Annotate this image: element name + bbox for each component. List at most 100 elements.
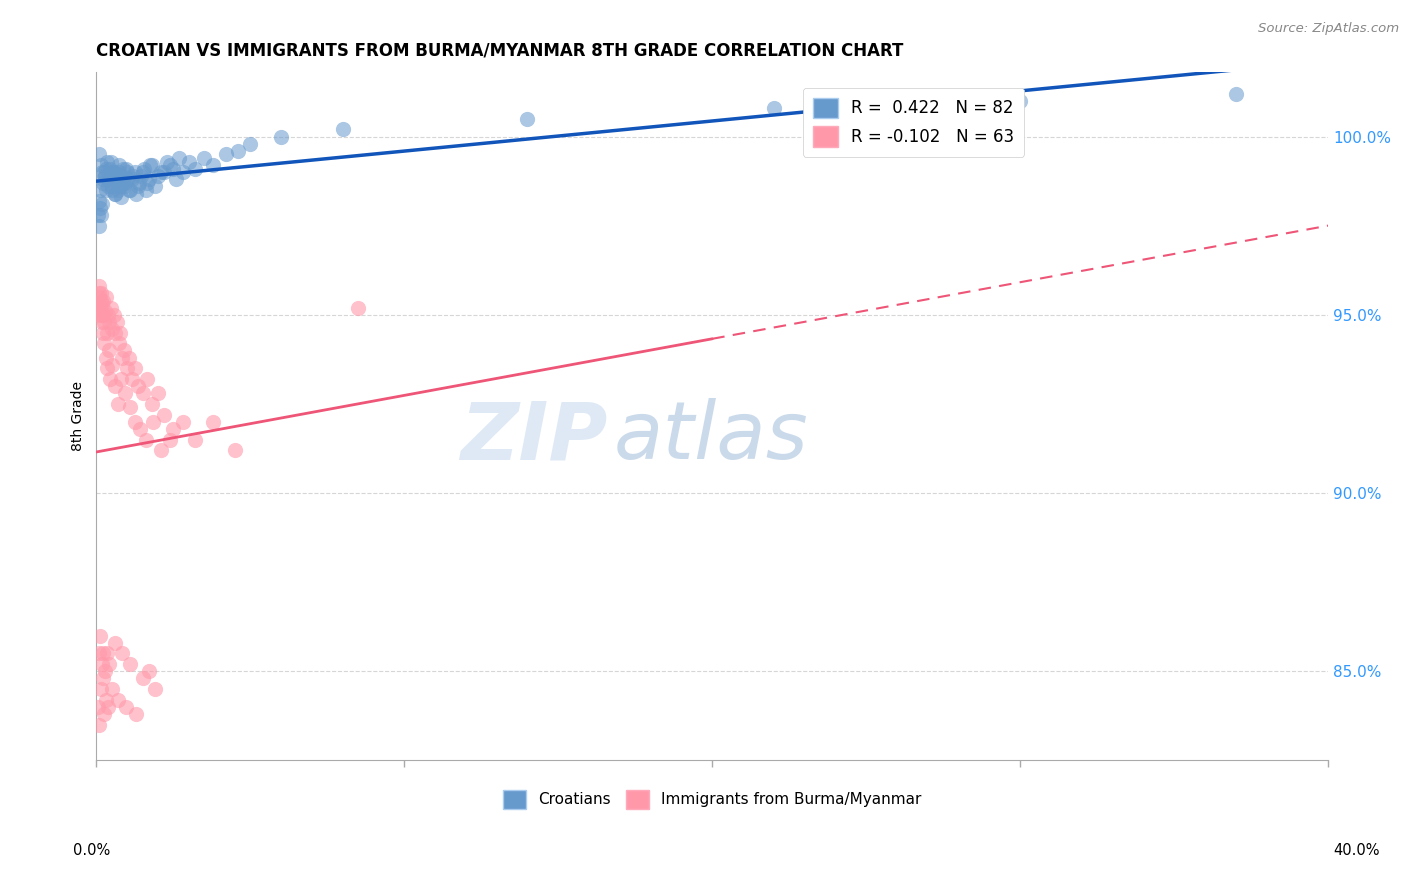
- Point: [516, 112, 538, 126]
- Point: [93, 336, 115, 351]
- Text: 40.0%: 40.0%: [1333, 843, 1381, 858]
- Point: [121, 172, 143, 186]
- Text: ZIP: ZIP: [460, 398, 607, 476]
- Point: [172, 415, 194, 429]
- Point: [124, 361, 146, 376]
- Point: [94, 183, 117, 197]
- Text: CROATIAN VS IMMIGRANTS FROM BURMA/MYANMAR 8TH GRADE CORRELATION CHART: CROATIAN VS IMMIGRANTS FROM BURMA/MYANMA…: [97, 42, 904, 60]
- Point: [89, 308, 111, 322]
- Point: [94, 290, 117, 304]
- Point: [239, 136, 262, 151]
- Point: [118, 183, 141, 197]
- Point: [159, 158, 181, 172]
- Point: [87, 297, 110, 311]
- Point: [127, 179, 149, 194]
- Point: [139, 158, 162, 172]
- Point: [172, 165, 194, 179]
- Point: [112, 161, 135, 176]
- Point: [90, 286, 112, 301]
- Point: [112, 179, 135, 194]
- Point: [98, 315, 121, 329]
- Text: 0.0%: 0.0%: [73, 843, 110, 858]
- Point: [114, 161, 136, 176]
- Point: [124, 415, 146, 429]
- Text: atlas: atlas: [613, 398, 808, 476]
- Point: [107, 158, 129, 172]
- Point: [165, 172, 187, 186]
- Point: [89, 279, 111, 293]
- Point: [93, 165, 115, 179]
- Point: [118, 351, 141, 365]
- Point: [90, 208, 112, 222]
- Point: [97, 343, 120, 358]
- Y-axis label: 8th Grade: 8th Grade: [72, 382, 86, 451]
- Point: [94, 693, 117, 707]
- Point: [150, 165, 173, 179]
- Point: [153, 408, 176, 422]
- Point: [89, 717, 111, 731]
- Point: [104, 186, 127, 201]
- Point: [98, 657, 121, 672]
- Point: [104, 379, 127, 393]
- Point: [110, 351, 132, 365]
- Point: [96, 161, 118, 176]
- Point: [89, 183, 111, 197]
- Point: [87, 647, 110, 661]
- Point: [87, 290, 110, 304]
- Point: [332, 122, 354, 136]
- Point: [100, 179, 122, 194]
- Point: [114, 386, 136, 401]
- Point: [104, 186, 127, 201]
- Point: [141, 158, 163, 172]
- Point: [129, 169, 152, 183]
- Point: [177, 154, 200, 169]
- Point: [90, 682, 112, 697]
- Point: [110, 647, 132, 661]
- Point: [215, 147, 238, 161]
- Point: [87, 194, 110, 208]
- Point: [91, 172, 114, 186]
- Point: [110, 372, 132, 386]
- Point: [112, 343, 135, 358]
- Point: [87, 286, 110, 301]
- Point: [104, 326, 127, 340]
- Point: [100, 301, 122, 315]
- Point: [89, 308, 111, 322]
- Point: [121, 372, 143, 386]
- Point: [96, 326, 118, 340]
- Point: [153, 165, 176, 179]
- Point: [93, 315, 115, 329]
- Point: [90, 657, 112, 672]
- Point: [135, 183, 157, 197]
- Point: [1010, 94, 1032, 108]
- Point: [110, 326, 132, 340]
- Point: [105, 172, 128, 186]
- Point: [115, 172, 138, 186]
- Point: [131, 672, 153, 686]
- Point: [91, 326, 114, 340]
- Point: [120, 183, 142, 197]
- Point: [120, 657, 142, 672]
- Point: [138, 172, 160, 186]
- Point: [224, 443, 246, 458]
- Point: [136, 176, 159, 190]
- Point: [111, 176, 134, 190]
- Point: [87, 208, 110, 222]
- Point: [91, 176, 114, 190]
- Point: [103, 165, 125, 179]
- Point: [270, 129, 292, 144]
- Point: [193, 151, 215, 165]
- Point: [96, 361, 118, 376]
- Point: [93, 706, 115, 721]
- Point: [141, 397, 163, 411]
- Point: [104, 636, 127, 650]
- Point: [97, 172, 120, 186]
- Point: [110, 190, 132, 204]
- Point: [91, 197, 114, 211]
- Point: [96, 647, 118, 661]
- Point: [125, 186, 148, 201]
- Point: [125, 706, 148, 721]
- Point: [89, 201, 111, 215]
- Point: [97, 179, 120, 194]
- Point: [98, 372, 121, 386]
